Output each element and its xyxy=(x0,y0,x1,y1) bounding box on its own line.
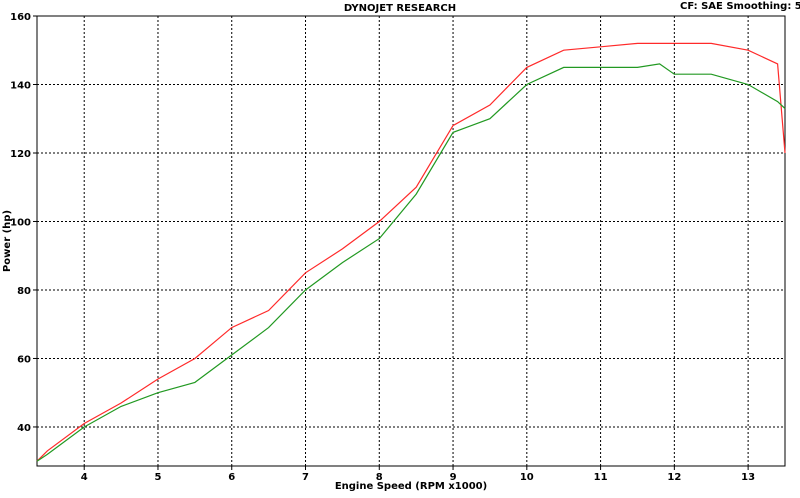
y-tick-label: 60 xyxy=(17,354,31,365)
x-tick-label: 4 xyxy=(81,472,88,483)
y-tick-label: 40 xyxy=(17,423,31,434)
power-line xyxy=(36,42,786,462)
y-tick-label: 80 xyxy=(17,286,31,297)
y-tick-label: 100 xyxy=(10,217,31,228)
plot-frame xyxy=(36,15,786,467)
x-tick-label: 11 xyxy=(594,472,608,483)
y-axis-label: Power (hp) xyxy=(2,210,13,272)
y-tick-label: 140 xyxy=(10,80,31,91)
x-tick-label: 6 xyxy=(228,472,235,483)
x-tick-label: 13 xyxy=(741,472,755,483)
x-tick-label: 5 xyxy=(154,472,161,483)
y-tick-label: 120 xyxy=(10,149,31,160)
x-axis-label: Engine Speed (RPM x1000) xyxy=(335,481,487,492)
plot-area xyxy=(37,16,785,466)
x-tick-label: 8 xyxy=(376,472,383,483)
x-tick-label: 9 xyxy=(450,472,457,483)
power-line xyxy=(36,63,786,462)
chart-subtitle: CF: SAE Smoothing: 5 xyxy=(680,1,800,12)
x-tick-label: 10 xyxy=(520,472,534,483)
x-tick-label: 12 xyxy=(667,472,681,483)
y-tick-label: 160 xyxy=(10,12,31,23)
chart-title: DYNOJET RESEARCH xyxy=(344,3,456,14)
x-tick-label: 7 xyxy=(302,472,309,483)
